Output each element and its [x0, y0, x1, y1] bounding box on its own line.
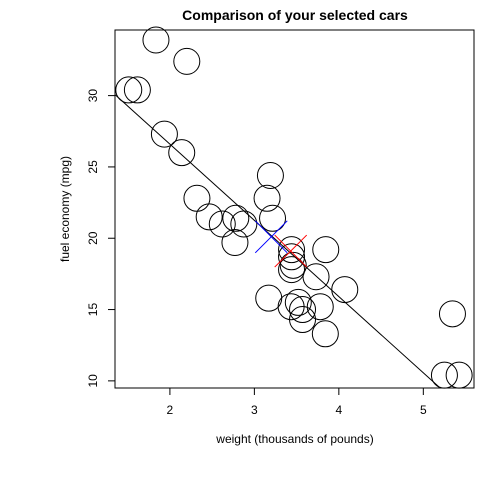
data-point [289, 306, 317, 334]
y-tick-label: 30 [86, 89, 100, 103]
data-point [195, 203, 223, 231]
data-point [168, 139, 196, 167]
data-point [438, 300, 466, 328]
data-point [142, 26, 170, 54]
x-axis-label: weight (thousands of pounds) [215, 432, 373, 446]
data-point [208, 210, 236, 238]
y-axis-label: fuel economy (mpg) [58, 156, 72, 262]
data-point [279, 251, 307, 279]
y-axis: 10 15 20 25 30 [86, 89, 115, 388]
data-point [284, 288, 312, 316]
data-point [302, 263, 330, 291]
data-point [221, 229, 249, 257]
data-point [230, 210, 258, 238]
y-tick-label: 20 [86, 231, 100, 245]
data-point [311, 320, 339, 348]
data-point [278, 256, 306, 284]
blue-selection-marker [254, 220, 288, 254]
data-point [289, 296, 317, 324]
data-point [253, 184, 281, 212]
plot-area [115, 26, 473, 389]
data-point [183, 184, 211, 212]
x-tick-label: 5 [420, 403, 427, 417]
data-point [312, 236, 340, 264]
data-point [222, 204, 250, 232]
y-tick-label: 25 [86, 160, 100, 174]
data-point [331, 276, 359, 304]
data-point [445, 361, 473, 389]
chart-title: Comparison of your selected cars [182, 7, 408, 23]
data-point [173, 47, 201, 75]
data-point [150, 120, 178, 148]
red-selection-marker [274, 234, 308, 268]
data-point [123, 76, 151, 104]
x-tick-label: 2 [167, 403, 174, 417]
x-axis: 2 3 4 5 [167, 388, 427, 417]
plot-frame [114, 29, 475, 389]
y-tick-label: 15 [86, 303, 100, 317]
x-tick-label: 4 [336, 403, 343, 417]
data-point [430, 361, 458, 389]
data-point [115, 76, 143, 104]
data-point [306, 293, 334, 321]
data-point [259, 204, 287, 232]
data-point [256, 161, 284, 189]
data-point [278, 243, 306, 271]
y-tick-label: 10 [86, 374, 100, 388]
data-point [278, 236, 306, 264]
x-tick-label: 3 [251, 403, 258, 417]
